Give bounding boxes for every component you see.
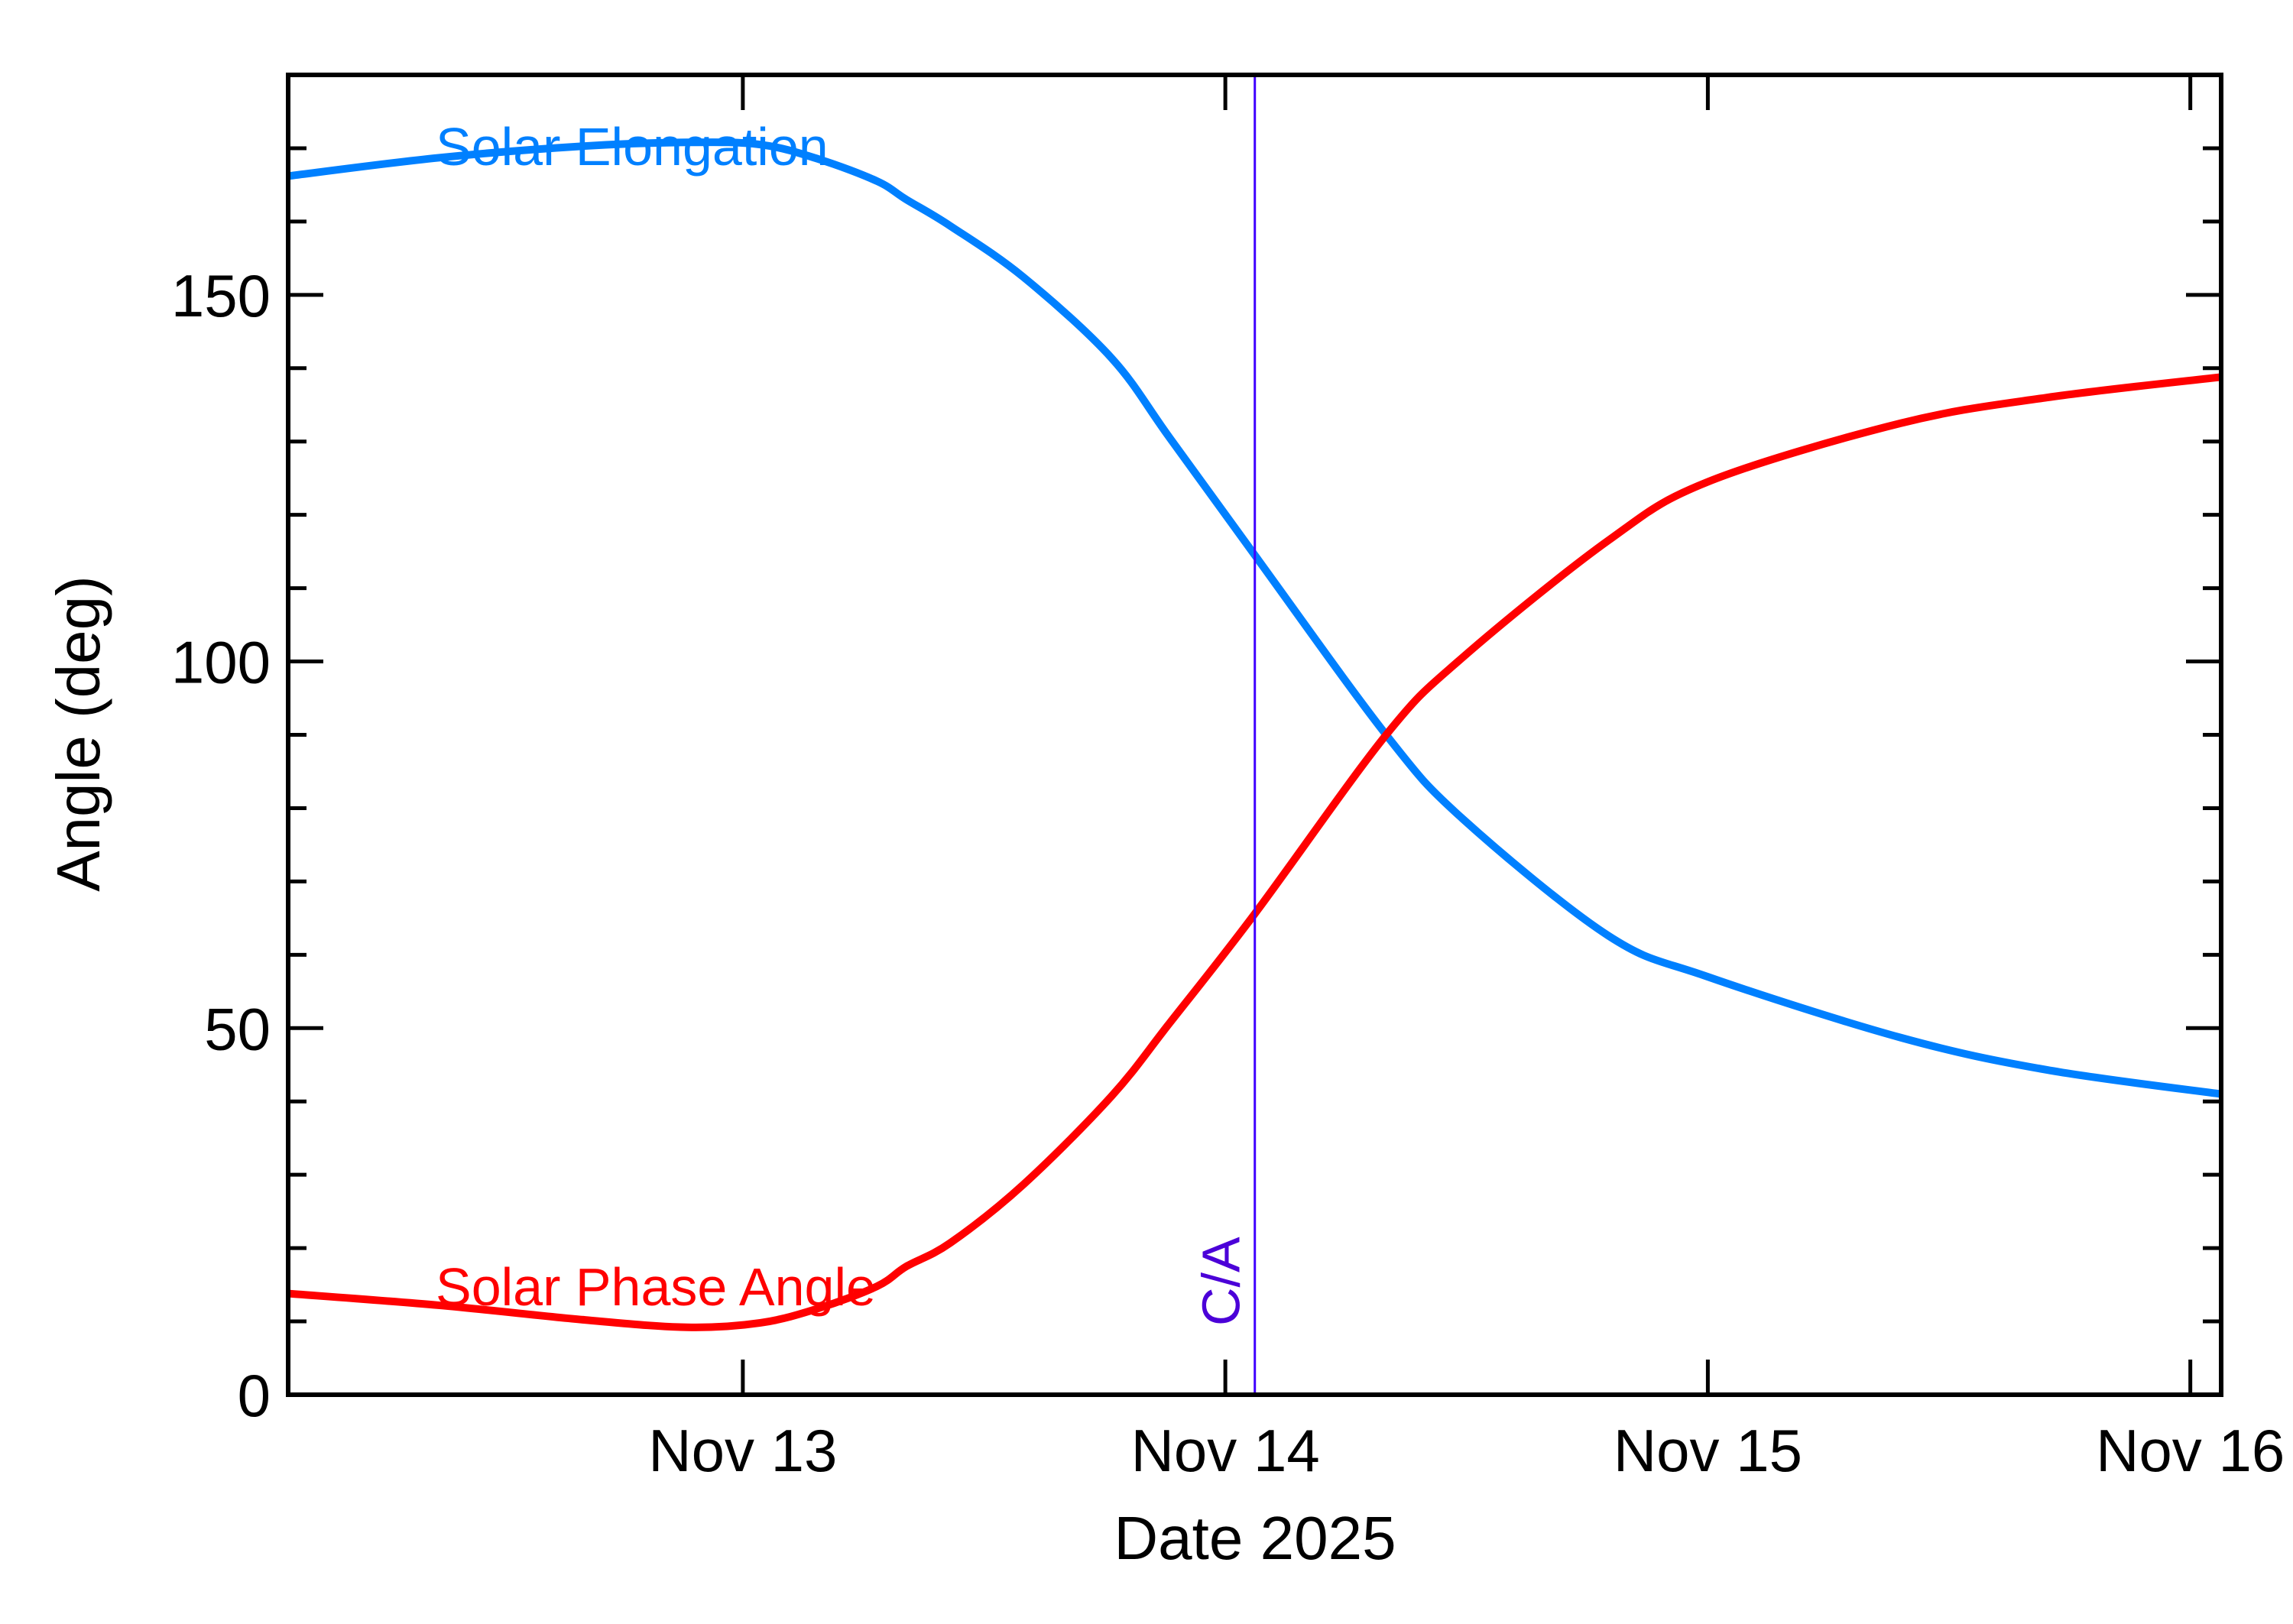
x-tick-labels: Nov 13 Nov 14 Nov 15 Nov 16 xyxy=(648,1417,2285,1484)
x-tick-label: Nov 16 xyxy=(2096,1417,2285,1484)
series-lines xyxy=(287,138,2222,1331)
y-axis-title: Angle (deg) xyxy=(44,575,112,892)
y-tick-labels: 0 50 100 150 xyxy=(171,262,271,1429)
series-line-solar-phase-angle xyxy=(287,373,2222,1331)
series-label-solar-phase-angle: Solar Phase Angle xyxy=(436,1257,876,1317)
y-tick-label: 50 xyxy=(204,995,271,1062)
closest-approach-label: C/A xyxy=(1192,1237,1251,1326)
plot-frame xyxy=(286,73,2223,1397)
series-line-solar-elongation xyxy=(287,138,2222,1098)
x-axis-title: Date 2025 xyxy=(1114,1504,1396,1572)
x-tick-label: Nov 13 xyxy=(648,1417,837,1484)
x-tick-label: Nov 14 xyxy=(1131,1417,1320,1484)
y-tick-label: 0 xyxy=(238,1362,271,1429)
series-label-solar-elongation: Solar Elongation xyxy=(436,117,829,177)
y-tick-label: 100 xyxy=(171,629,271,696)
y-tick-label: 150 xyxy=(171,262,271,329)
x-tick-label: Nov 15 xyxy=(1614,1417,1802,1484)
